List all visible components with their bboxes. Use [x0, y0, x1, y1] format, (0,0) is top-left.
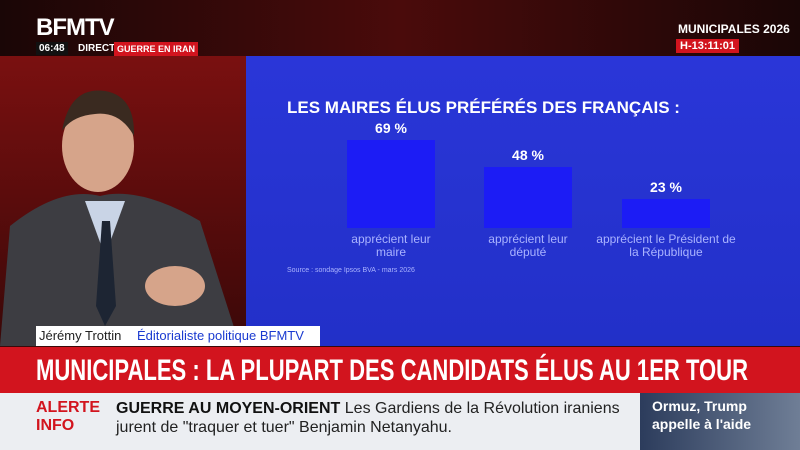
- countdown: H-13:11:01: [676, 39, 740, 53]
- studio: [0, 56, 246, 346]
- value-label: 48 %: [512, 146, 544, 163]
- source: Source : sondage Ipsos BVA - mars 2026: [287, 267, 415, 274]
- headline-bar: MUNICIPALES : LA PLUPART DES CANDIDATS É…: [0, 347, 800, 393]
- topic: GUERRE EN IRAN: [114, 42, 199, 56]
- ticker-text: GUERRE AU MOYEN-ORIENT Les Gardiens de l…: [116, 399, 636, 437]
- alert-label: ALERTE INFO: [36, 399, 100, 435]
- value-label: 69 %: [375, 119, 407, 136]
- event: MUNICIPALES 2026: [678, 22, 790, 36]
- ticker: ALERTE INFO GUERRE AU MOYEN-ORIENT Les G…: [0, 393, 640, 450]
- bar: [484, 166, 572, 228]
- person: [0, 90, 240, 346]
- bar: [622, 198, 710, 228]
- logo: BFMTV: [36, 14, 115, 41]
- headline-bg: [0, 347, 800, 393]
- thumbnail: Ormuz, Trump appelle à l'aide: [640, 393, 800, 450]
- bar: [347, 139, 435, 228]
- chart-title: LES MAIRES ÉLUS PRÉFÉRÉS DES FRANÇAIS :: [287, 98, 680, 117]
- thumbnail-caption: Ormuz, Trump appelle à l'aide: [652, 398, 752, 432]
- clock: 06:48: [36, 42, 68, 55]
- alert-line: ALERTE: [36, 399, 100, 416]
- ticker-body: Les Gardiens de la Révolution iraniens j…: [116, 400, 620, 436]
- category-label: apprécient leur maire: [351, 232, 431, 259]
- category-label: apprécient le Président de la République: [596, 232, 736, 259]
- category-label: apprécient leur député: [488, 232, 568, 259]
- name-strip: Jérémy Trottin Éditorialiste politique B…: [36, 326, 320, 346]
- name: Jérémy Trottin: [39, 328, 122, 343]
- live: DIRECT: [78, 43, 116, 54]
- value-label: 23 %: [650, 178, 682, 195]
- headline: MUNICIPALES : LA PLUPART DES CANDIDATS É…: [36, 353, 748, 387]
- alert-line: INFO: [36, 417, 75, 434]
- role: Éditorialiste politique BFMTV: [137, 328, 304, 343]
- ticker-topic: GUERRE AU MOYEN-ORIENT: [116, 400, 341, 417]
- chart-panel: LES MAIRES ÉLUS PRÉFÉRÉS DES FRANÇAIS : …: [246, 56, 800, 346]
